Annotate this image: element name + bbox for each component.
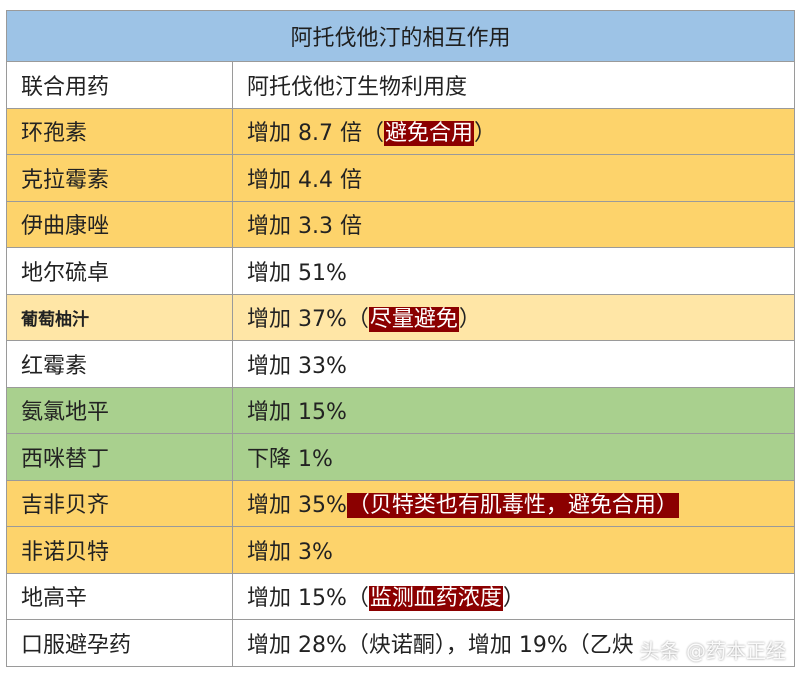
effect-text: 增加 15% [247,400,347,426]
drug-cell: 口服避孕药 [6,619,233,667]
drug-cell: 地尔硫卓 [6,247,233,295]
table-row: 葡萄柚汁 增加 37%（尽量避免） [6,293,796,341]
effect-text: 增加 4.4 倍 [247,167,362,193]
drug-cell: 克拉霉素 [6,154,233,202]
drug-cell: 吉非贝齐 [6,479,233,527]
table-row: 环孢素 增加 8.7 倍（避免合用） [6,107,796,155]
effect-text: 下降 1% [247,446,333,472]
effect-text: 增加 15%（ [247,586,369,612]
effect-text: 增加 8.7 倍（ [247,121,384,147]
effect-text-suffix: ） [474,121,497,147]
drug-cell: 氨氯地平 [6,386,233,434]
table-row: 非诺贝特 增加 3% [6,526,796,574]
table-title: 阿托伐他汀的相互作用 [5,10,796,62]
table-row: 地尔硫卓 增加 51% [6,247,796,295]
effect-cell: 下降 1% [231,433,796,481]
drug-cell: 非诺贝特 [6,526,233,574]
drug-cell: 地高辛 [6,572,233,620]
effect-text: 增加 35% [247,493,347,519]
effect-text-suffix: ） [458,307,481,333]
drug-cell: 葡萄柚汁 [6,293,233,341]
effect-cell: 增加 33% [231,340,796,388]
table-row: 氨氯地平 增加 15% [6,386,796,434]
effect-cell: 增加 35%（贝特类也有肌毒性，避免合用） [231,479,796,527]
table-row: 吉非贝齐 增加 35%（贝特类也有肌毒性，避免合用） [6,479,796,527]
table-row: 伊曲康唑 增加 3.3 倍 [6,200,796,248]
effect-cell: 增加 15%（监测血药浓度） [231,572,796,620]
effect-cell: 增加 37%（尽量避免） [231,293,796,341]
drug-cell: 红霉素 [6,340,233,388]
effect-cell: 增加 3% [231,526,796,574]
effect-text: 增加 33% [247,353,347,379]
table-row: 口服避孕药 增加 28%（炔诺酮），增加 19%（乙炔 [6,619,796,667]
effect-cell: 增加 15% [231,386,796,434]
interaction-table: 阿托伐他汀的相互作用 联合用药 阿托伐他汀生物利用度 环孢素 增加 8.7 倍（避… [5,10,796,667]
warning-highlight: 尽量避免 [368,307,459,333]
effect-text-suffix: ） [502,586,525,612]
effect-cell: 增加 8.7 倍（避免合用） [231,107,796,155]
table-row: 克拉霉素 增加 4.4 倍 [6,154,796,202]
effect-text: 增加 51% [247,260,347,286]
effect-cell: 增加 3.3 倍 [231,200,796,248]
table-row: 地高辛 增加 15%（监测血药浓度） [6,572,796,620]
effect-text: 增加 28%（炔诺酮），增加 19%（乙炔 [247,632,634,658]
effect-text: 增加 37%（ [247,307,369,333]
drug-cell: 伊曲康唑 [6,200,233,248]
header-row: 联合用药 阿托伐他汀生物利用度 [6,61,796,109]
warning-highlight: 监测血药浓度 [368,586,503,612]
header-drug: 联合用药 [6,61,233,109]
effect-cell: 增加 51% [231,247,796,295]
effect-cell: 增加 4.4 倍 [231,154,796,202]
drug-cell: 西咪替丁 [6,433,233,481]
warning-highlight: （贝特类也有肌毒性，避免合用） [346,493,679,519]
drug-cell: 环孢素 [6,107,233,155]
title-row: 阿托伐他汀的相互作用 [5,10,796,62]
table-row: 西咪替丁 下降 1% [6,433,796,481]
effect-text: 增加 3% [247,539,333,565]
effect-cell: 增加 28%（炔诺酮），增加 19%（乙炔 [231,619,796,667]
header-bioavailability: 阿托伐他汀生物利用度 [231,61,796,109]
warning-highlight: 避免合用 [383,121,474,147]
table-row: 红霉素 增加 33% [6,340,796,388]
effect-text: 增加 3.3 倍 [247,214,362,240]
